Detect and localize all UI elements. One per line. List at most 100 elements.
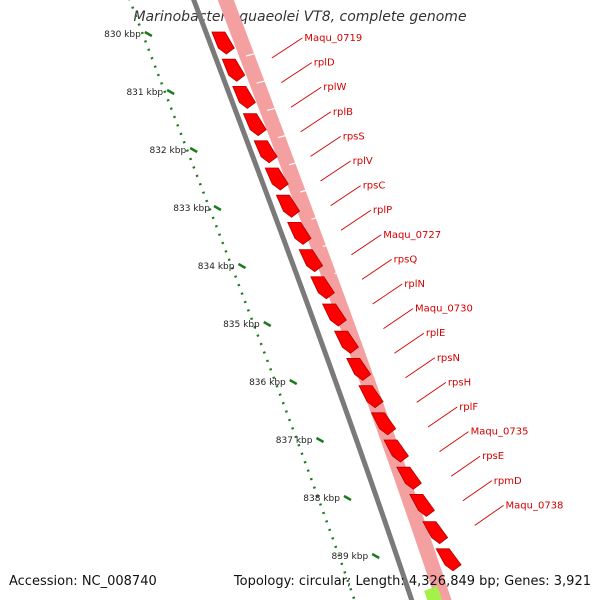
gene-arrow[interactable] bbox=[232, 86, 256, 109]
gene-label[interactable]: Maqu_0727 bbox=[383, 230, 441, 241]
label-leader bbox=[271, 37, 303, 59]
segment-divider bbox=[311, 214, 327, 220]
segment-divider bbox=[277, 133, 294, 139]
gene-label[interactable]: rplN bbox=[404, 279, 425, 290]
gene-arrow[interactable] bbox=[242, 113, 267, 137]
gene-arrow[interactable] bbox=[409, 493, 435, 517]
gene-label[interactable]: rplP bbox=[373, 205, 392, 216]
kbp-label: 831 kbp bbox=[126, 88, 163, 98]
label-leader bbox=[439, 431, 469, 452]
kbp-tick bbox=[343, 494, 352, 502]
label-leader bbox=[372, 283, 403, 305]
gene-label[interactable]: rplE bbox=[426, 328, 446, 339]
label-leader bbox=[405, 357, 436, 379]
gene-label[interactable]: Maqu_0735 bbox=[471, 427, 529, 438]
gene-arrow[interactable] bbox=[370, 412, 397, 436]
gene-arrow[interactable] bbox=[221, 58, 246, 82]
gene-label[interactable]: rpsE bbox=[482, 451, 504, 462]
label-leader bbox=[361, 259, 392, 280]
label-leader bbox=[300, 111, 332, 133]
segment-divider bbox=[346, 296, 362, 302]
gene-arrow[interactable] bbox=[287, 221, 312, 245]
kbp-tick bbox=[289, 378, 298, 386]
kbp-tick bbox=[315, 436, 325, 444]
label-leader bbox=[450, 455, 481, 477]
segment-divider bbox=[299, 187, 316, 193]
label-leader bbox=[310, 136, 341, 157]
kbp-tick bbox=[189, 146, 198, 154]
kbp-tick bbox=[144, 30, 153, 38]
gene-arrow[interactable] bbox=[396, 466, 422, 490]
kbp-label: 836 kbp bbox=[249, 378, 286, 388]
gene-label[interactable]: rplF bbox=[459, 402, 478, 413]
kbp-tick bbox=[371, 552, 380, 560]
gene-label[interactable]: rplB bbox=[333, 107, 353, 118]
topology-text: Topology: circular; Length: 4,326,849 bp… bbox=[233, 574, 591, 589]
kbp-ruler bbox=[128, 0, 356, 600]
gene-label[interactable]: Maqu_0730 bbox=[415, 304, 473, 315]
label-leader bbox=[416, 382, 447, 403]
kbp-tick bbox=[166, 88, 175, 96]
gene-arrows bbox=[211, 31, 462, 572]
gene-label[interactable]: rpsC bbox=[363, 181, 386, 192]
gene-arrow[interactable] bbox=[253, 140, 278, 164]
gene-arrow[interactable] bbox=[435, 548, 462, 572]
gene-label[interactable]: rplW bbox=[323, 82, 346, 93]
kbp-label: 839 kbp bbox=[332, 552, 369, 562]
segment-divider bbox=[256, 78, 272, 84]
kbp-label: 837 kbp bbox=[276, 436, 313, 446]
segment-divider bbox=[472, 568, 489, 574]
segment-dividers bbox=[245, 51, 489, 574]
label-leader bbox=[462, 480, 493, 502]
gene-arrow[interactable] bbox=[264, 167, 289, 191]
segment-divider bbox=[433, 486, 449, 492]
label-leader bbox=[383, 308, 414, 329]
segment-divider bbox=[245, 51, 262, 57]
gene-arrow[interactable] bbox=[275, 194, 301, 218]
gene-label[interactable]: rpsQ bbox=[394, 254, 418, 265]
label-leader bbox=[394, 332, 425, 354]
label-leader bbox=[427, 406, 458, 428]
gene-arrow[interactable] bbox=[333, 330, 359, 354]
accession-text: Accession: NC_008740 bbox=[9, 574, 157, 589]
label-leaders bbox=[271, 37, 504, 526]
gene-label[interactable]: rpsS bbox=[343, 131, 365, 142]
gene-arrow[interactable] bbox=[298, 249, 324, 273]
kbp-label: 835 kbp bbox=[223, 320, 260, 330]
segment-divider bbox=[382, 377, 398, 383]
map-title: Marinobacter aquaeolei VT8, complete gen… bbox=[133, 9, 467, 25]
kbp-label: 834 kbp bbox=[198, 262, 235, 272]
kbp-label: 832 kbp bbox=[149, 146, 186, 156]
kbp-ruler-ticks bbox=[144, 30, 380, 560]
gene-label[interactable]: rplD bbox=[314, 58, 335, 69]
segment-divider bbox=[267, 105, 283, 111]
gene-label[interactable]: rplV bbox=[353, 156, 373, 167]
gene-label[interactable]: rpmD bbox=[494, 476, 522, 487]
segment-divider bbox=[322, 241, 339, 247]
segment-divider bbox=[288, 160, 305, 166]
label-leader bbox=[474, 505, 504, 526]
segment-divider bbox=[420, 459, 436, 465]
gene-label[interactable]: rpsN bbox=[437, 353, 460, 364]
gene-label[interactable]: Maqu_0738 bbox=[506, 500, 564, 511]
segment-divider bbox=[358, 323, 374, 329]
gene-arrow[interactable] bbox=[383, 439, 409, 463]
label-leader bbox=[281, 62, 312, 83]
gene-arrow[interactable] bbox=[422, 521, 449, 545]
kbp-tick bbox=[237, 262, 247, 270]
gene-arrow[interactable] bbox=[346, 357, 372, 381]
feature-track bbox=[217, 0, 452, 600]
gene-label[interactable]: rpsH bbox=[448, 377, 471, 388]
gene-label[interactable]: Maqu_0719 bbox=[304, 33, 362, 44]
kbp-label: 830 kbp bbox=[104, 30, 141, 40]
gene-arrow[interactable] bbox=[211, 31, 235, 55]
label-leader bbox=[320, 160, 351, 182]
gene-arrow[interactable] bbox=[358, 385, 384, 409]
gene-labels: Maqu_0719 rplD rplW rplB rpsS rplV rpsC rplP Maq… bbox=[304, 33, 563, 511]
gene-arrow[interactable] bbox=[310, 276, 335, 300]
kbp-label: 838 kbp bbox=[303, 494, 340, 504]
segment-divider bbox=[370, 350, 386, 356]
genome-backbone bbox=[191, 0, 415, 600]
gene-arrow[interactable] bbox=[322, 303, 347, 327]
segment-divider bbox=[394, 405, 411, 411]
